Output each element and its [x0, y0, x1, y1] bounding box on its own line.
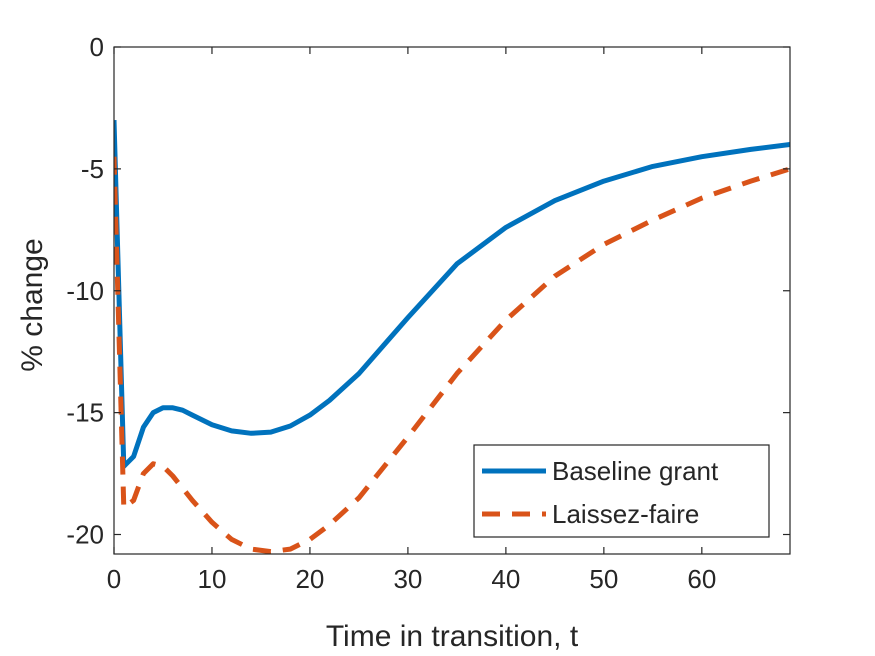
ticks-layer: 0 10 20 30 40 50 60 0 -5 -10 -15 -20 [66, 32, 790, 594]
axes-layer [113, 46, 791, 555]
y-tick-label: -10 [66, 276, 104, 306]
x-tick-label: 30 [393, 564, 422, 594]
x-tick-label: 10 [198, 564, 227, 594]
axes-box [113, 46, 791, 555]
y-tick-label: -20 [66, 520, 104, 550]
series-line-1 [114, 120, 790, 469]
x-tick-label: 50 [589, 564, 618, 594]
legend-label-1: Baseline grant [552, 456, 719, 486]
x-tick-label: 0 [107, 564, 121, 594]
y-tick-label: 0 [90, 32, 104, 62]
y-tick-label: -15 [66, 398, 104, 428]
x-tick-label: 20 [295, 564, 324, 594]
legend-label-2: Laissez-faire [552, 499, 699, 529]
series-layer [114, 120, 790, 555]
legend-box [473, 444, 770, 538]
x-axis-label: Time in transition, t [326, 620, 579, 653]
legend: Baseline grant Laissez-faire [473, 444, 770, 538]
x-tick-label: 40 [491, 564, 520, 594]
y-tick-label: -5 [81, 154, 104, 184]
y-axis-label: % change [16, 238, 49, 371]
x-tick-label: 60 [687, 564, 716, 594]
series-line-2 [114, 156, 790, 555]
